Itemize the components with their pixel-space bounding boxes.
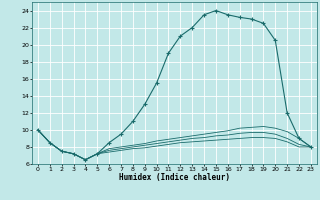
X-axis label: Humidex (Indice chaleur): Humidex (Indice chaleur) (119, 173, 230, 182)
